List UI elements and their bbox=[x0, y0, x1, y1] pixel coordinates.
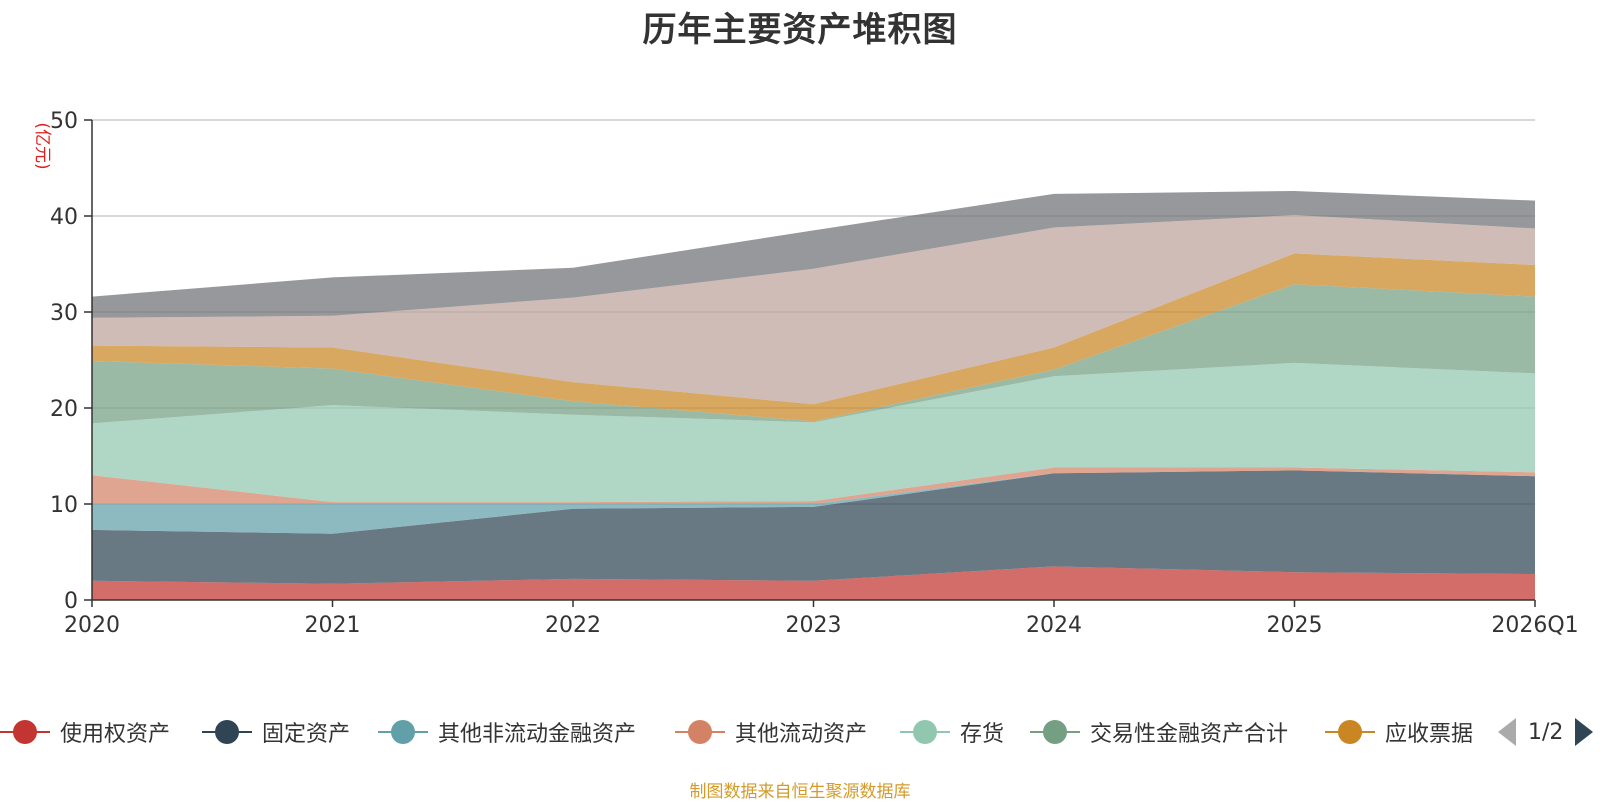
legend-label: 交易性金融资产合计 bbox=[1090, 722, 1289, 747]
legend-item-notes-receivable[interactable]: 应收票据 bbox=[1325, 712, 1473, 752]
legend-marker-icon bbox=[0, 717, 50, 747]
x-tick-label: 2022 bbox=[545, 613, 601, 638]
legend-label: 应收票据 bbox=[1385, 722, 1474, 747]
legend-pager: 1/2 bbox=[1498, 712, 1594, 752]
legend-marker-icon bbox=[675, 717, 725, 747]
area-series-4 bbox=[92, 467, 1535, 504]
y-tick-label: 30 bbox=[50, 301, 78, 326]
legend-dot bbox=[13, 720, 37, 744]
legend-item-trading-financial[interactable]: 交易性金融资产合计 bbox=[1030, 712, 1288, 752]
axes: 0 10 20 30 40 50 2020 2021 2022 2023 2024 2025 2026Q… bbox=[50, 109, 1579, 638]
legend-item-other-current[interactable]: 其他流动资产 bbox=[675, 712, 867, 752]
legend-dot bbox=[1043, 720, 1067, 744]
legend-marker-icon bbox=[900, 717, 950, 747]
area-series-2 bbox=[92, 470, 1535, 584]
area-series-5 bbox=[92, 362, 1535, 503]
legend-item-inventory[interactable]: 存货 bbox=[900, 712, 1004, 752]
area-series-7 bbox=[92, 253, 1535, 422]
chart-title: 历年主要资产堆积图 bbox=[642, 10, 958, 50]
legend-dot bbox=[1338, 720, 1362, 744]
y-tick-label: 20 bbox=[50, 397, 78, 422]
legend-dot bbox=[215, 720, 239, 744]
legend-label: 使用权资产 bbox=[60, 722, 171, 747]
y-tick-label: 40 bbox=[50, 205, 78, 230]
legend-marker-icon bbox=[1030, 717, 1080, 747]
x-tick-label: 2025 bbox=[1267, 613, 1323, 638]
legend-label: 其他流动资产 bbox=[735, 722, 868, 747]
legend-marker-icon bbox=[1325, 717, 1375, 747]
y-tick-label: 10 bbox=[50, 493, 78, 518]
stacked-area-chart: 0 10 20 30 40 50 2020 2021 2022 2023 2024 2025 2026Q… bbox=[32, 109, 1579, 638]
legend-prev-page-icon[interactable] bbox=[1498, 718, 1516, 746]
y-tick-label: 0 bbox=[64, 589, 78, 614]
area-series-9 bbox=[92, 191, 1535, 318]
x-tick-label: 2026Q1 bbox=[1491, 613, 1578, 638]
area-series-3 bbox=[92, 470, 1535, 534]
legend-dot bbox=[913, 720, 937, 744]
legend-marker-icon bbox=[202, 717, 252, 747]
legend-next-page-icon[interactable] bbox=[1575, 718, 1594, 746]
legend-label: 固定资产 bbox=[262, 722, 351, 747]
area-series-1 bbox=[92, 566, 1535, 600]
y-axis-unit-label: (亿元) bbox=[32, 122, 52, 169]
data-source-note: 制图数据来自恒生聚源数据库 bbox=[689, 782, 911, 802]
x-tick-label: 2023 bbox=[786, 613, 842, 638]
legend-item-use-right[interactable]: 使用权资产 bbox=[0, 712, 170, 752]
area-series bbox=[92, 191, 1535, 600]
area-series-8 bbox=[92, 215, 1535, 405]
legend-dot bbox=[688, 720, 712, 744]
legend-label: 其他非流动金融资产 bbox=[438, 722, 637, 747]
legend: 使用权资产 固定资产 其他非流动金融资产 其他流动资产 存货 交易性金融资产合计… bbox=[0, 712, 1600, 752]
legend-dot bbox=[391, 720, 415, 744]
legend-item-fixed-assets[interactable]: 固定资产 bbox=[202, 712, 350, 752]
y-tick-label: 50 bbox=[50, 109, 78, 134]
legend-label: 存货 bbox=[960, 722, 1005, 747]
legend-item-other-noncurrent-financial[interactable]: 其他非流动金融资产 bbox=[378, 712, 636, 752]
legend-page-indicator: 1/2 bbox=[1528, 719, 1564, 745]
x-tick-label: 2020 bbox=[64, 613, 120, 638]
x-tick-label: 2021 bbox=[305, 613, 361, 638]
x-tick-label: 2024 bbox=[1026, 613, 1082, 638]
legend-marker-icon bbox=[378, 717, 428, 747]
area-series-6 bbox=[92, 284, 1535, 424]
